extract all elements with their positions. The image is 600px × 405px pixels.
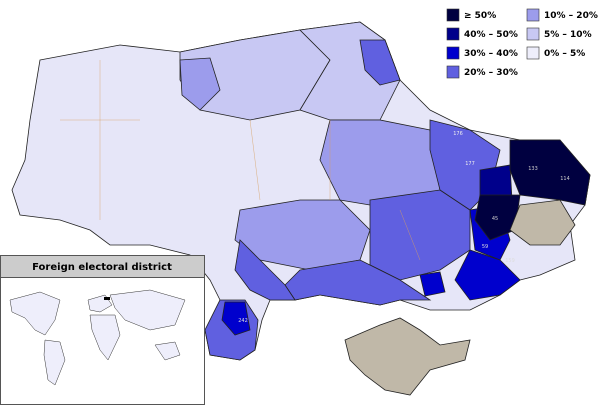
legend-label: 5% – 10%	[544, 30, 592, 40]
legend-label: ≥ 50%	[464, 11, 496, 21]
legend-label: 10% – 20%	[544, 11, 598, 21]
region	[359, 39, 401, 86]
legend-label: 0% – 5%	[544, 49, 585, 59]
ukraine-marker	[104, 297, 110, 300]
legend-label: 30% – 40%	[464, 49, 518, 59]
crimea	[344, 317, 471, 396]
oblast-lines	[60, 60, 421, 261]
region	[234, 239, 296, 301]
legend-swatch	[446, 8, 460, 22]
world-map	[9, 289, 186, 386]
district-label: 133	[528, 166, 538, 172]
legend-swatch	[526, 8, 540, 22]
district-label: 114	[560, 176, 570, 182]
legend-label: 20% – 30%	[464, 68, 518, 78]
district-label: 176	[453, 131, 463, 137]
region	[419, 271, 446, 297]
region	[454, 249, 521, 301]
district-label: 242	[238, 318, 248, 324]
district-label: 45	[492, 216, 498, 222]
district-label: 159	[505, 258, 515, 264]
region	[509, 139, 591, 206]
district-label: 59	[482, 244, 488, 250]
inset-header	[0, 255, 205, 278]
region	[221, 301, 251, 336]
legend-swatch	[446, 46, 460, 60]
district-label: 177	[465, 161, 475, 167]
legend-swatch	[446, 27, 460, 41]
legend-label: 40% – 50%	[464, 30, 518, 40]
region	[179, 57, 221, 111]
region	[474, 194, 521, 241]
region	[509, 199, 576, 246]
legend-swatch	[526, 46, 540, 60]
inset-title: Foreign electoral district	[32, 262, 172, 273]
legend-swatch	[526, 27, 540, 41]
legend-swatch	[446, 65, 460, 79]
legend: ≥ 50% 40% – 50% 30% – 40% 20% – 30% 10% – 20…	[446, 8, 598, 79]
